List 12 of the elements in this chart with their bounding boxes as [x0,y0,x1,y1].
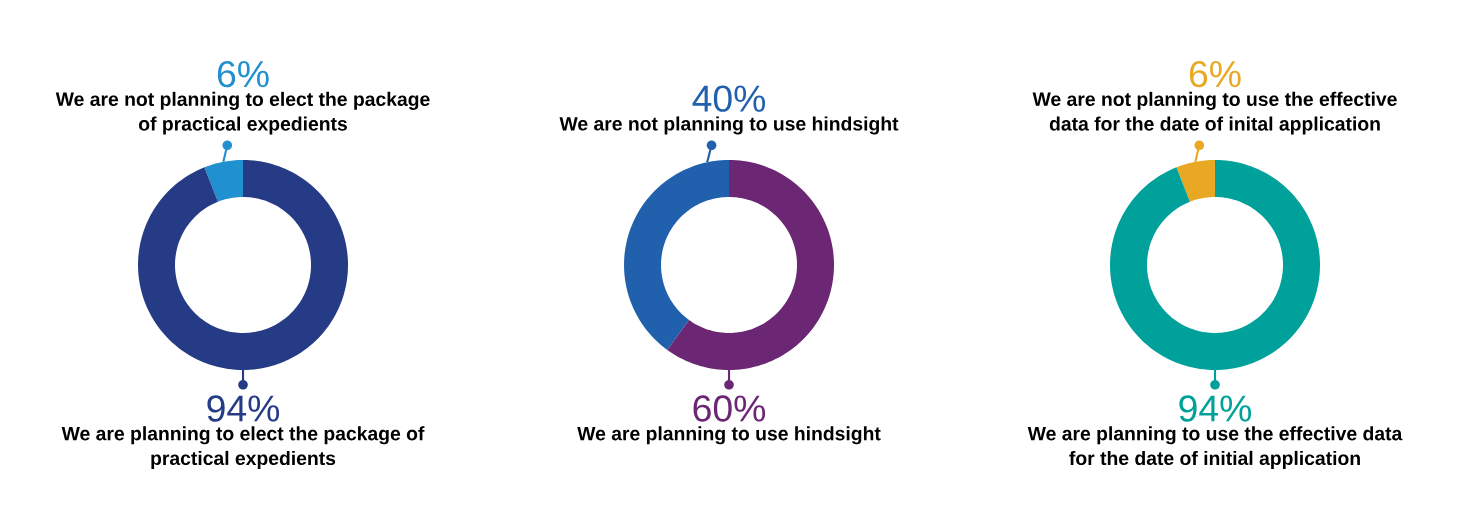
slice-label: We are not planning to elect the package of practical expedients [55,91,430,135]
data-label: 60% [693,395,766,422]
slice-label: We are planning to elect the package of practical expedients [61,426,425,469]
data-label: 6% [217,60,269,88]
data-label: 6% [1189,60,1241,88]
data-label: 94% [207,395,280,422]
data-label: 40% [692,85,766,112]
slice-label: We are not planning to use hindsight [559,116,899,135]
data-label: 94% [1179,395,1252,422]
slice-label: We are planning to use hindsight [577,426,881,445]
slice-label: We are not planning to use the effective data for the date of inital application [1032,91,1397,135]
slice-label: We are planning to use the effective data for the date of initial application [1027,426,1403,469]
